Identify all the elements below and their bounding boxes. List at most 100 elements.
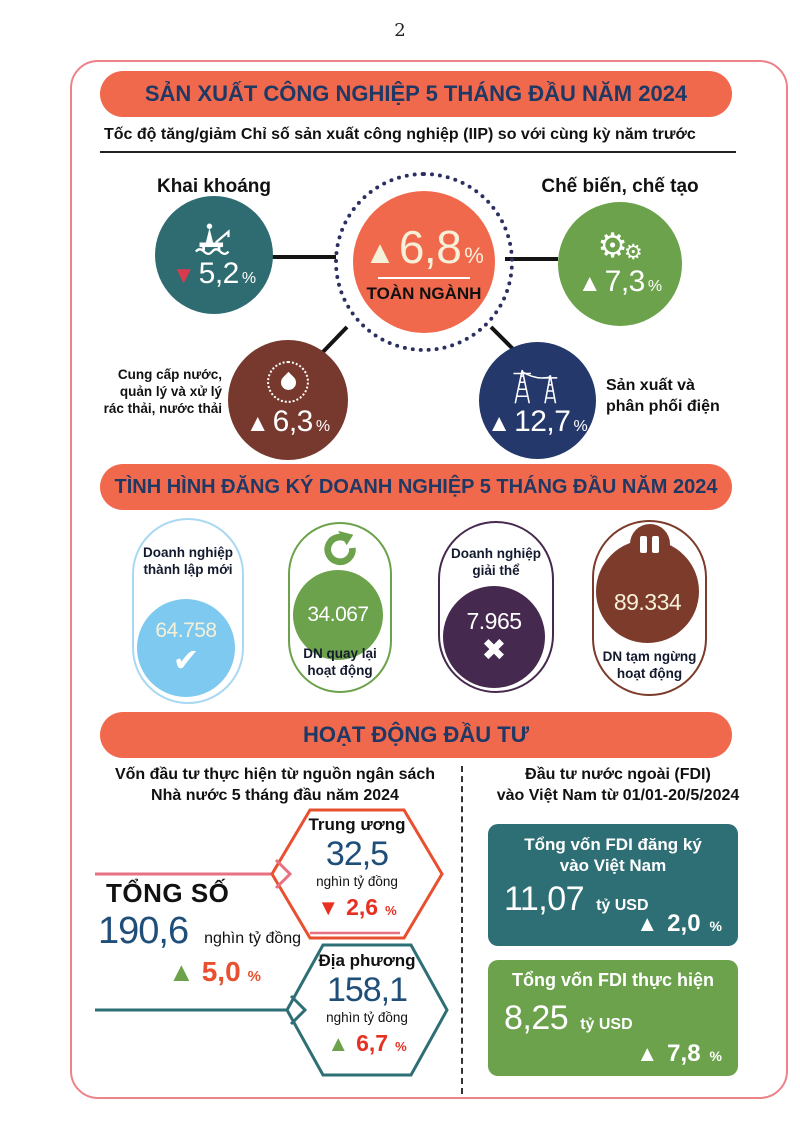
- water-value: 6,3: [272, 405, 314, 438]
- pill-label: DN tạm ngừng hoạt động: [594, 648, 705, 682]
- total-label: TỔNG SỐ: [106, 878, 230, 908]
- central-label: Trung ương: [308, 815, 406, 834]
- pill-label-line2: hoạt động: [307, 663, 373, 678]
- return-arrow-icon: [324, 530, 356, 566]
- percent-sign: %: [709, 918, 722, 934]
- total-value: 190,6: [98, 910, 189, 952]
- local-unit: nghìn tỷ đồng: [326, 1010, 408, 1025]
- pill-value: 34.067: [307, 603, 369, 626]
- water-label-line1: Cung cấp nước,: [117, 367, 222, 382]
- gear-small-icon: ⚙: [623, 241, 643, 264]
- sector-label-manufacturing: Chế biến, chế tạo: [541, 176, 699, 197]
- percent-sign: %: [395, 1039, 407, 1054]
- power-label-line1: Sản xuất và: [606, 377, 695, 394]
- business-banner: TÌNH HÌNH ĐĂNG KÝ DOANH NGHIỆP 5 THÁNG Đ…: [100, 464, 732, 510]
- total-unit: nghìn tỷ đồng: [204, 930, 302, 947]
- column-divider: [461, 766, 463, 1094]
- total-change-value: 5,0: [201, 956, 241, 987]
- heading-line2: vào Việt Nam từ 01/01-20/5/2024: [496, 787, 740, 804]
- manufacturing-value: 7,3: [604, 265, 646, 298]
- percent-sign: %: [709, 1048, 722, 1064]
- pill-label-line1: DN quay lại: [303, 646, 377, 661]
- fdi-change-value: 2,0: [667, 910, 701, 937]
- overall-divider: [378, 277, 470, 279]
- heading-line1: Đầu tư nước ngoài (FDI): [525, 766, 711, 783]
- water-circle: ▲ 6,3 %: [228, 340, 348, 460]
- pill-value: 7.965: [466, 607, 522, 634]
- local-hexagon-text: Địa phương 158,1 nghìn tỷ đồng ▲ 6,7 %: [302, 950, 432, 1057]
- fdi-unit: tỷ USD: [580, 1016, 633, 1033]
- central-change-value: 2,6: [346, 894, 379, 920]
- iip-subtitle: Tốc độ tăng/giảm Chỉ số sản xuất công ng…: [104, 126, 696, 143]
- up-triangle-icon: ▲: [577, 270, 602, 297]
- central-unit: nghìn tỷ đồng: [316, 874, 398, 889]
- iip-banner-title: SẢN XUẤT CÔNG NGHIỆP 5 THÁNG ĐẦU NĂM 202…: [144, 81, 688, 106]
- iip-banner: SẢN XUẤT CÔNG NGHIỆP 5 THÁNG ĐẦU NĂM 202…: [100, 71, 732, 117]
- power-value: 12,7: [514, 404, 571, 438]
- pill-suspended: 89.334 DN tạm ngừng hoạt động: [592, 520, 707, 696]
- power-pylons-icon: [513, 369, 557, 403]
- overall-ring: ▲ 6,8 % TOÀN NGÀNH: [334, 172, 514, 352]
- percent-sign: %: [315, 418, 331, 435]
- sector-label-mining: Khai khoáng: [156, 176, 271, 197]
- total-change: ▲ 5,0 %: [168, 956, 261, 988]
- central-hexagon-text: Trung ương 32,5 nghìn tỷ đồng ▼ 2,6 %: [287, 814, 427, 921]
- pill-label-line1: Doanh nghiệp: [143, 545, 233, 560]
- pill-value-circle: 64.758 ✔: [137, 599, 235, 697]
- fdi-box-title: Tổng vốn FDI đăng ký vào Việt Nam: [488, 834, 738, 876]
- up-triangle-icon: ▲: [636, 911, 659, 936]
- pill-label-line2: giải thể: [472, 563, 520, 578]
- fdi-realized-box: Tổng vốn FDI thực hiện 8,25 tỷ USD ▲ 7,8…: [488, 960, 738, 1076]
- investment-diagram: [95, 808, 449, 1077]
- percent-sign: %: [241, 270, 257, 287]
- fdi-change-value: 7,8: [667, 1040, 701, 1067]
- fdi-title-line1: Tổng vốn FDI đăng ký: [524, 835, 702, 854]
- sector-label-water: Cung cấp nước, quản lý và xử lý rác thải…: [100, 366, 222, 417]
- page-number: 2: [394, 20, 406, 41]
- percent-sign: %: [464, 243, 484, 268]
- pill-value: 64.758: [155, 619, 217, 642]
- investment-banner: HOẠT ĐỘNG ĐẦU TƯ: [100, 712, 732, 758]
- power-circle: ▲ 12,7 %: [479, 342, 596, 459]
- central-value: 32,5: [325, 835, 389, 873]
- fdi-value: 11,07: [504, 880, 585, 918]
- water-label-line2: quản lý và xử lý: [119, 384, 222, 399]
- up-triangle-icon: ▲: [487, 409, 512, 437]
- pill-dissolved: Doanh nghiệp giải thể 7.965 ✖: [438, 521, 554, 693]
- oil-rig-icon: [195, 223, 230, 255]
- down-triangle-icon: ▼: [171, 262, 196, 289]
- pause-icon: [629, 524, 670, 564]
- percent-sign: %: [247, 968, 262, 985]
- business-banner-title: TÌNH HÌNH ĐĂNG KÝ DOANH NGHIỆP 5 THÁNG Đ…: [114, 475, 718, 498]
- fdi-change: ▲ 2,0 %: [636, 910, 722, 938]
- total-row: 190,6 nghìn tỷ đồng: [98, 910, 301, 953]
- fdi-value-row: 11,07 tỷ USD: [504, 880, 738, 919]
- mining-circle: ▼ 5,2 %: [155, 196, 273, 314]
- pill-value-circle: 7.965 ✖: [443, 586, 545, 688]
- mining-value: 5,2: [198, 257, 240, 290]
- pill-label: Doanh nghiệp thành lập mới: [134, 544, 242, 578]
- fdi-change: ▲ 7,8 %: [636, 1040, 722, 1068]
- fdi-unit: tỷ USD: [596, 897, 649, 914]
- pill-value-circle: 34.067: [293, 570, 383, 660]
- pill-label-line1: DN tạm ngừng: [602, 649, 697, 664]
- fdi-value: 8,25: [504, 999, 569, 1037]
- gears-icon: ⚙ ⚙: [597, 229, 642, 263]
- fdi-title-line2: vào Việt Nam: [559, 856, 667, 875]
- investment-banner-title: HOẠT ĐỘNG ĐẦU TƯ: [302, 722, 529, 747]
- down-triangle-icon: ▼: [317, 895, 340, 920]
- pill-new-enterprises: Doanh nghiệp thành lập mới 64.758 ✔: [132, 518, 244, 704]
- up-triangle-icon: ▲: [364, 234, 396, 270]
- pill-value-circle: 89.334: [596, 540, 699, 643]
- pill-returned: 34.067 DN quay lại hoạt động: [288, 522, 392, 693]
- fdi-registered-box: Tổng vốn FDI đăng ký vào Việt Nam 11,07 …: [488, 824, 738, 946]
- overall-value: 6,8: [398, 221, 462, 273]
- power-label-line2: phân phối điện: [606, 398, 720, 415]
- up-triangle-icon: ▲: [636, 1041, 659, 1066]
- fdi-title-line1: Tổng vốn FDI thực hiện: [511, 970, 715, 990]
- heading-line1: Vốn đầu tư thực hiện từ nguồn ngân sách: [114, 766, 436, 783]
- pill-value: 89.334: [613, 589, 682, 615]
- fdi-value-row: 8,25 tỷ USD: [504, 999, 738, 1038]
- x-mark-icon: ✖: [481, 633, 507, 667]
